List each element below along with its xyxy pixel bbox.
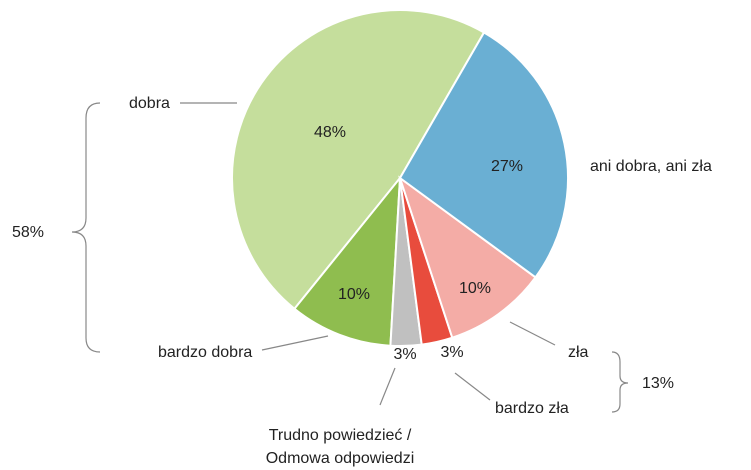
label: zła xyxy=(568,343,589,361)
label: 58% xyxy=(12,223,45,241)
label: bardzo zła xyxy=(495,399,569,417)
leader-line xyxy=(509,321,556,346)
slice xyxy=(293,174,402,347)
slice xyxy=(398,31,569,279)
label: 10% xyxy=(459,279,492,297)
label: Trudno powiedzieć / Odmowa odpowiedzi xyxy=(265,427,415,467)
label: 3% xyxy=(393,345,417,363)
label: dobra xyxy=(129,94,170,112)
label: 13% xyxy=(642,374,675,392)
leader-line xyxy=(454,372,491,401)
label: 48% xyxy=(314,123,347,141)
leader-line xyxy=(261,335,329,351)
label: 27% xyxy=(491,157,524,175)
bracket xyxy=(611,351,629,413)
label: 3% xyxy=(440,343,464,361)
label: 10% xyxy=(338,285,371,303)
label: bardzo dobra xyxy=(158,343,253,361)
label: ani dobra, ani zła xyxy=(590,157,712,175)
bracket xyxy=(71,102,101,353)
slice xyxy=(398,175,537,339)
leader-line xyxy=(379,367,396,406)
slice xyxy=(230,9,486,311)
